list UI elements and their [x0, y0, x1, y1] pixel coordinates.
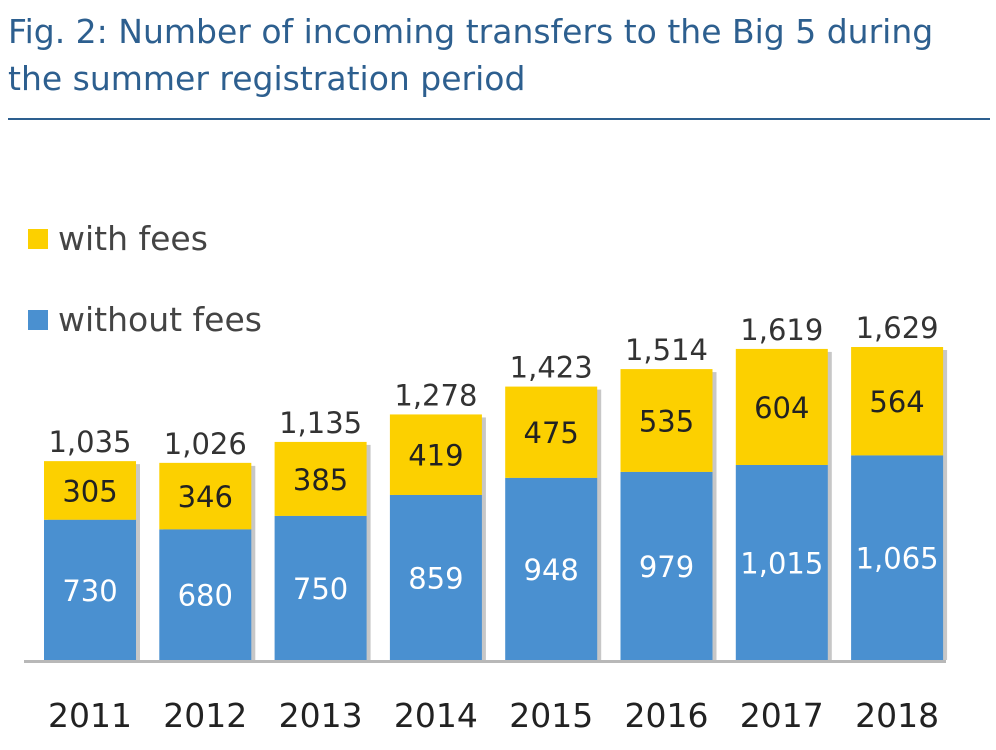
- x-tick-label: 2018: [855, 696, 939, 735]
- data-label-without-fees: 1,065: [856, 542, 939, 576]
- data-label-with-fees: 385: [293, 463, 348, 497]
- chart-title: Fig. 2: Number of incoming transfers to …: [8, 12, 934, 98]
- data-label-with-fees: 604: [754, 391, 809, 425]
- bar-segment-without-fees: [389, 494, 482, 660]
- x-tick-label: 2012: [163, 696, 247, 735]
- data-label-with-fees: 419: [408, 439, 463, 473]
- bar-segment-without-fees: [735, 464, 828, 660]
- bar-segment-with-fees: [44, 461, 136, 520]
- bar-segment-with-fees: [505, 386, 598, 478]
- bar-segment-with-fees: [851, 347, 944, 456]
- legend-label-with-fees: with fees: [58, 219, 208, 258]
- total-label: 1,135: [279, 406, 362, 440]
- bar-segment-without-fees: [505, 477, 598, 660]
- x-tick-label: 2011: [48, 696, 132, 735]
- bar-segment-without-fees: [620, 471, 713, 660]
- data-label-with-fees: 535: [639, 404, 694, 438]
- title-divider: [8, 118, 990, 120]
- data-label-with-fees: 564: [869, 385, 924, 419]
- legend-swatch-without-fees: [28, 310, 48, 330]
- data-label-without-fees: 680: [178, 579, 233, 613]
- bar-segment-with-fees: [159, 462, 252, 530]
- data-label-with-fees: 305: [62, 474, 117, 508]
- bar-segment-without-fees: [851, 455, 944, 660]
- bar-segment-without-fees: [274, 515, 367, 660]
- bar-segment-with-fees: [620, 369, 713, 472]
- total-label: 1,514: [625, 333, 708, 367]
- data-label-without-fees: 730: [62, 574, 117, 608]
- total-label: 1,035: [48, 425, 131, 459]
- x-axis-line: [24, 660, 946, 663]
- data-label-with-fees: 346: [178, 480, 233, 514]
- x-tick-label: 2015: [509, 696, 593, 735]
- data-label-without-fees: 859: [408, 561, 463, 595]
- x-tick-label: 2017: [740, 696, 824, 735]
- total-label: 1,423: [510, 351, 593, 385]
- bar-segment-without-fees: [44, 519, 136, 660]
- total-label: 1,629: [856, 311, 939, 345]
- bar-segment-with-fees: [274, 441, 367, 516]
- x-tick-label: 2016: [625, 696, 709, 735]
- legend-swatch-with-fees: [28, 229, 48, 249]
- total-label: 1,026: [164, 427, 247, 461]
- data-label-without-fees: 979: [639, 550, 694, 584]
- bar-segment-with-fees: [735, 348, 828, 465]
- data-label-without-fees: 948: [524, 553, 579, 587]
- x-tick-label: 2013: [279, 696, 363, 735]
- x-tick-label: 2014: [394, 696, 478, 735]
- data-label-without-fees: 750: [293, 572, 348, 606]
- legend-label-without-fees: without fees: [58, 300, 262, 339]
- data-label-without-fees: 1,015: [740, 546, 823, 580]
- bar-segment-with-fees: [389, 414, 482, 495]
- bar-segment-without-fees: [159, 529, 252, 660]
- total-label: 1,619: [740, 313, 823, 347]
- data-label-with-fees: 475: [524, 416, 579, 450]
- total-label: 1,278: [394, 378, 477, 412]
